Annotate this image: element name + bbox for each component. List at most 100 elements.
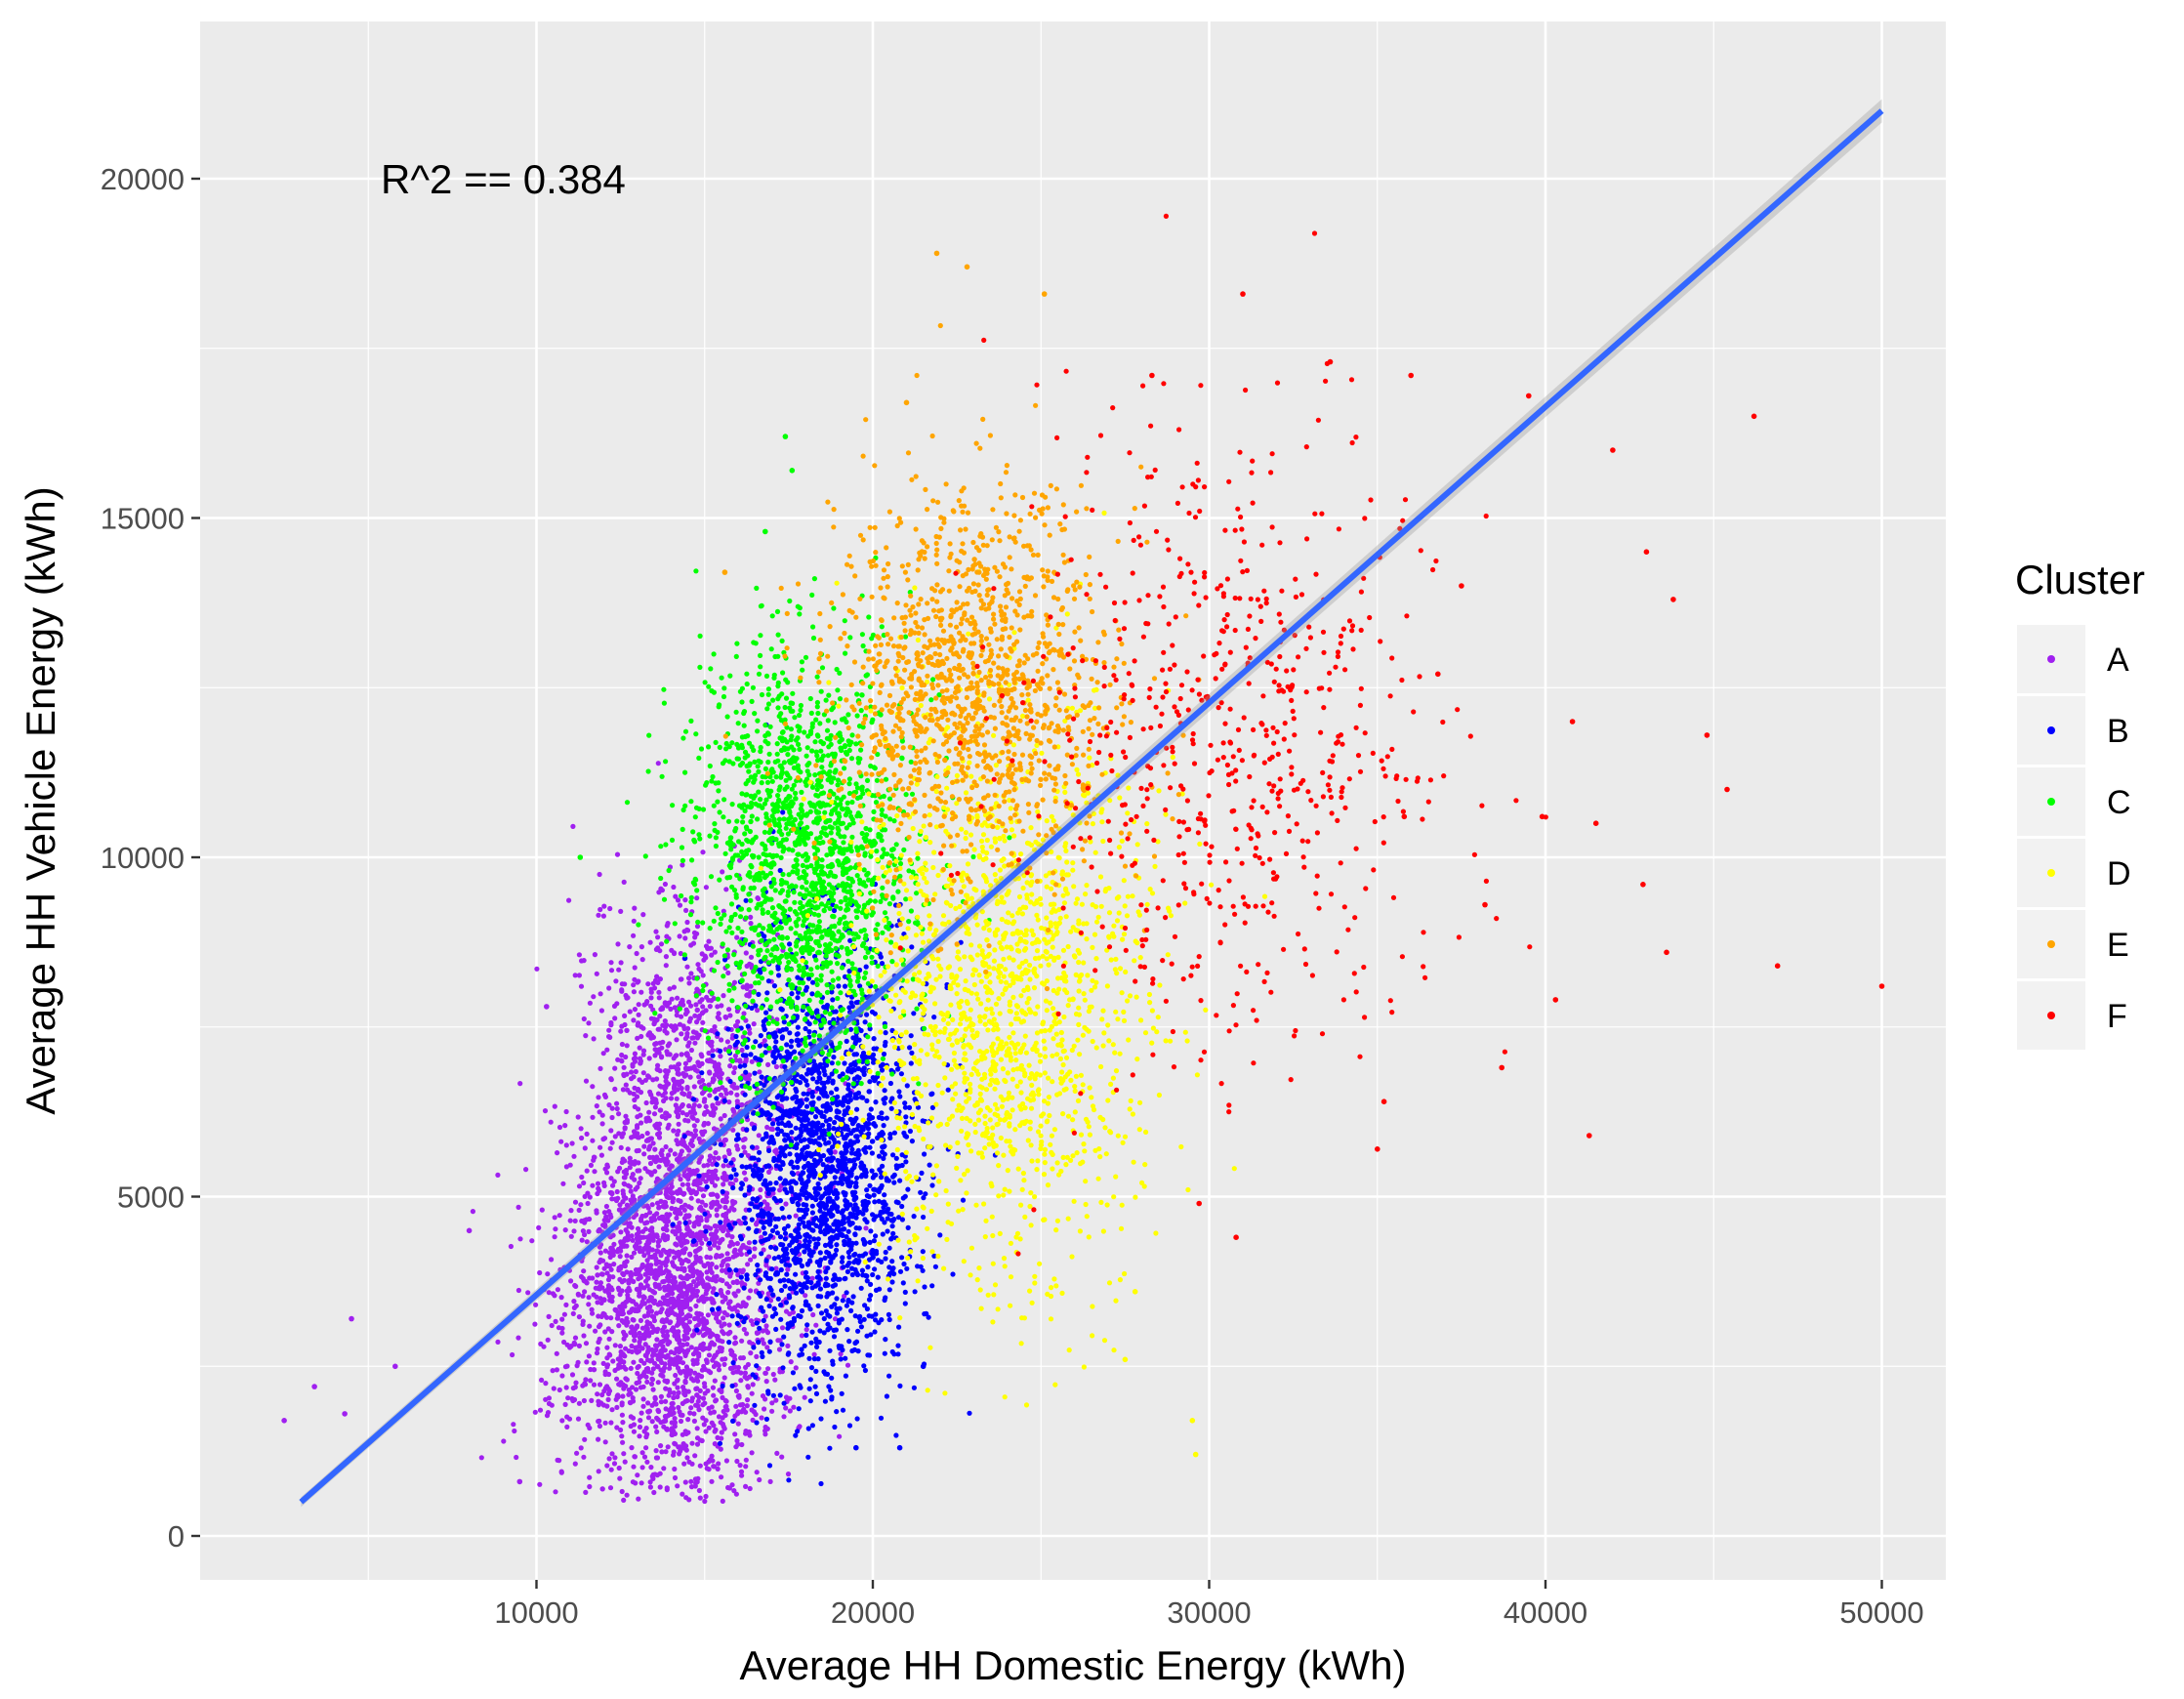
data-point: [743, 1177, 749, 1182]
data-point: [788, 1044, 794, 1050]
data-point: [596, 1436, 601, 1442]
data-point: [882, 1100, 887, 1106]
data-point: [687, 1410, 693, 1416]
data-point: [869, 1115, 876, 1121]
data-point: [749, 1144, 756, 1150]
data-point: [711, 1392, 717, 1398]
data-point: [719, 1253, 724, 1259]
data-point: [607, 1145, 613, 1151]
data-point: [554, 1350, 559, 1356]
data-point: [799, 1263, 805, 1269]
data-point: [816, 1074, 822, 1081]
data-point: [682, 897, 688, 903]
data-point: [818, 1109, 824, 1115]
data-point: [667, 1052, 673, 1057]
data-point: [606, 1273, 613, 1279]
data-point: [726, 1222, 732, 1228]
data-point: [698, 1295, 705, 1301]
data-point: [929, 1182, 935, 1188]
data-point: [699, 1240, 705, 1246]
data-point: [849, 1121, 856, 1127]
data-point: [861, 1069, 867, 1075]
data-point: [710, 1385, 717, 1390]
data-point: [696, 1060, 702, 1066]
data-point: [670, 1222, 676, 1227]
data-point: [769, 1227, 776, 1233]
data-point: [668, 1147, 674, 1153]
data-point: [712, 1378, 718, 1384]
data-point: [726, 1340, 732, 1346]
data-point: [582, 1231, 588, 1238]
data-point: [598, 906, 603, 913]
data-point: [715, 1311, 721, 1317]
data-point: [652, 1281, 658, 1287]
data-point: [655, 1407, 661, 1413]
data-point: [558, 1295, 564, 1301]
data-point: [644, 1266, 650, 1273]
data-point: [660, 1368, 667, 1374]
data-point: [808, 1340, 814, 1346]
data-point: [664, 1427, 670, 1432]
data-point: [582, 1193, 588, 1199]
data-point: [552, 1234, 557, 1240]
data-point: [932, 1264, 939, 1269]
data-point: [840, 1298, 845, 1304]
data-point: [658, 1150, 664, 1156]
data-point: [728, 1090, 734, 1096]
data-point: [647, 1143, 653, 1149]
data-point: [624, 1259, 630, 1264]
data-point: [668, 1190, 674, 1196]
data-point: [842, 1060, 847, 1066]
data-point: [839, 1390, 845, 1396]
data-point: [660, 1225, 667, 1232]
data-point: [793, 1213, 799, 1219]
data-point: [704, 1466, 710, 1471]
data-point: [668, 1309, 675, 1315]
data-point: [721, 1408, 726, 1415]
data-point: [621, 1064, 627, 1070]
data-point: [733, 1137, 740, 1142]
data-point: [725, 1290, 731, 1296]
data-point: [633, 1186, 639, 1192]
data-point: [604, 1047, 610, 1053]
data-point: [717, 1048, 723, 1054]
data-point: [804, 1327, 809, 1333]
data-point: [648, 1308, 655, 1314]
data-point: [605, 1390, 612, 1396]
data-point: [719, 1388, 724, 1394]
data-point: [597, 1260, 602, 1265]
data-point: [605, 1264, 611, 1269]
data-point: [714, 1199, 721, 1205]
data-point: [665, 1274, 671, 1281]
data-point: [730, 1184, 736, 1191]
data-point: [629, 1343, 635, 1349]
data-point: [550, 1291, 556, 1297]
data-point: [920, 1118, 926, 1124]
data-point: [688, 971, 694, 976]
data-point: [656, 1135, 663, 1140]
data-point: [664, 1162, 670, 1168]
data-point: [868, 1106, 874, 1112]
data-point: [706, 1405, 712, 1411]
data-point: [619, 988, 625, 994]
data-point: [682, 1060, 689, 1066]
data-point: [762, 1313, 768, 1319]
data-point: [637, 1245, 642, 1251]
data-point: [675, 1113, 681, 1119]
data-point: [608, 1285, 614, 1291]
data-point: [689, 1138, 695, 1143]
data-point: [679, 1078, 684, 1084]
data-point: [853, 1339, 860, 1345]
data-point: [615, 1195, 621, 1201]
data-point: [880, 1163, 886, 1169]
data-point: [726, 1322, 732, 1328]
data-point: [649, 1254, 655, 1260]
data-point: [804, 1071, 810, 1077]
data-point: [601, 903, 607, 909]
data-point: [598, 1322, 603, 1328]
data-point: [620, 1188, 626, 1194]
data-point: [648, 989, 654, 995]
data-point: [785, 1471, 792, 1477]
data-point: [695, 1322, 702, 1328]
data-point: [674, 1037, 680, 1043]
